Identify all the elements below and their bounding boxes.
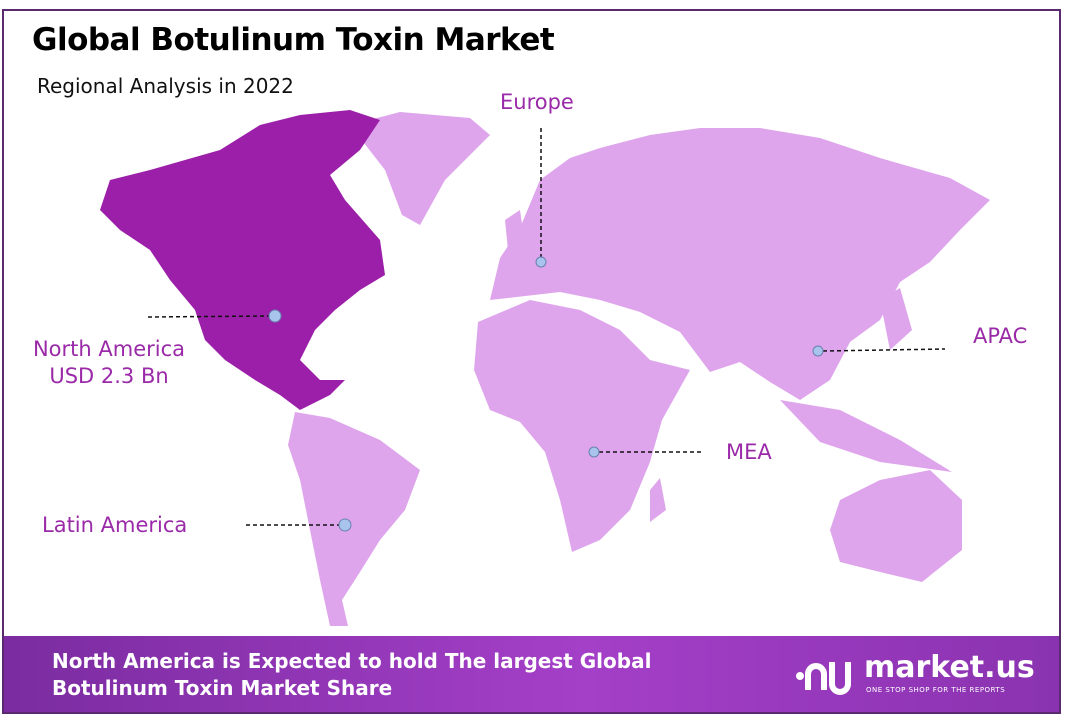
mea-marker	[588, 446, 600, 458]
region-value: USD 2.3 Bn	[49, 364, 169, 388]
north-america-label: North America USD 2.3 Bn	[18, 336, 200, 390]
frame	[2, 9, 1061, 714]
footer-banner: North America is Expected to hold The la…	[4, 636, 1059, 712]
banner-line-1: North America is Expected to hold The la…	[52, 649, 652, 673]
europe-marker	[535, 256, 547, 268]
apac-leader	[822, 348, 946, 352]
banner-text: North America is Expected to hold The la…	[52, 648, 651, 702]
madagascar	[650, 478, 666, 522]
logo-icon	[796, 662, 851, 695]
africa	[474, 300, 690, 552]
latin-america-marker	[338, 518, 352, 532]
logo-name: market.us	[864, 650, 1035, 685]
north-america-region	[100, 110, 385, 410]
page-title: Global Botulinum Toxin Market	[32, 22, 555, 58]
north-america-marker	[268, 309, 282, 323]
north-america-leader	[147, 315, 271, 318]
banner-line-2: Botulinum Toxin Market Share	[52, 676, 393, 700]
south-america	[288, 412, 420, 626]
australia	[830, 470, 962, 582]
europe-label: Europe	[500, 90, 574, 114]
region-name: North America	[32, 337, 186, 361]
apac-marker	[812, 345, 824, 357]
apac-label: APAC	[973, 324, 1028, 348]
uk	[505, 210, 525, 250]
greenland	[350, 112, 490, 225]
logo-tagline: ONE STOP SHOP FOR THE REPORTS	[866, 686, 1006, 694]
japan	[880, 288, 912, 350]
se-asia-islands	[780, 400, 952, 472]
mea-label: MEA	[726, 440, 772, 464]
market-us-logo: market.us ONE STOP SHOP FOR THE REPORTS	[794, 650, 1035, 702]
latin-america-label: Latin America	[42, 513, 188, 537]
page-subtitle: Regional Analysis in 2022	[37, 74, 294, 98]
eurasia	[490, 128, 990, 400]
